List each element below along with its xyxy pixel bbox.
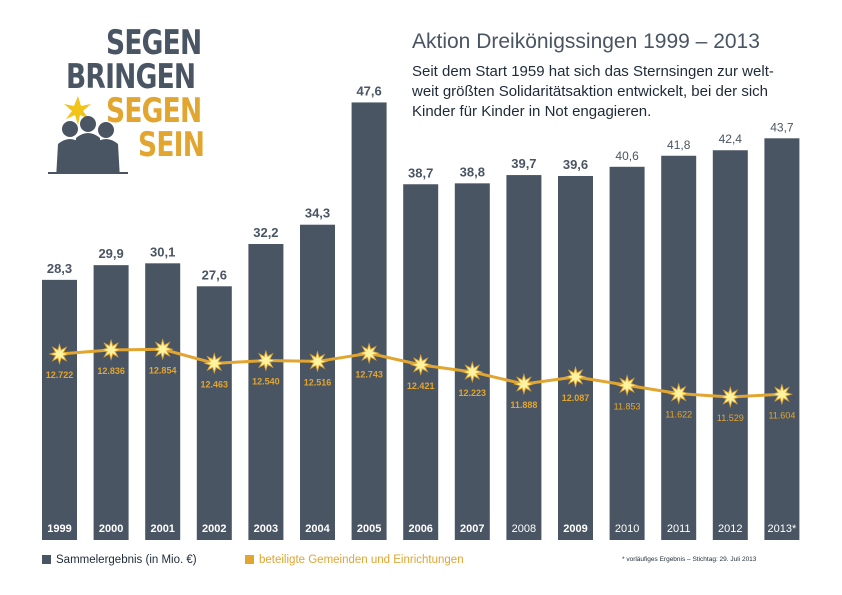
bar-value-label: 30,1 bbox=[150, 244, 175, 259]
line-value-label: 12.743 bbox=[355, 369, 383, 379]
subtitle-line: Seit dem Start 1959 hat sich das Sternsi… bbox=[412, 63, 774, 80]
subtitle-line: weit größten Solidaritätsaktion entwicke… bbox=[412, 83, 769, 100]
bar-value-label: 43,7 bbox=[770, 120, 794, 134]
bar bbox=[506, 175, 542, 541]
line-value-label: 12.087 bbox=[562, 393, 590, 403]
legend-bar: Sammelergebnis (in Mio. €) bbox=[42, 554, 197, 566]
line-value-label: 12.223 bbox=[459, 388, 487, 398]
line-value-label: 11.622 bbox=[665, 410, 692, 420]
line-value-label: 11.853 bbox=[614, 401, 641, 411]
line-value-label: 12.854 bbox=[149, 365, 177, 375]
bar-value-label: 29,9 bbox=[98, 246, 123, 261]
line-point-star-core bbox=[670, 385, 687, 402]
logo-line-2: BRINGEN bbox=[66, 57, 196, 97]
line-point-star-core bbox=[412, 356, 429, 373]
line-value-label: 12.540 bbox=[252, 377, 280, 387]
line-point-star-core bbox=[567, 368, 584, 385]
x-tick-label: 2005 bbox=[357, 523, 381, 535]
logo-kings-icon bbox=[48, 96, 128, 174]
x-tick-label: 2010 bbox=[615, 523, 639, 535]
bar bbox=[42, 279, 77, 540]
x-tick-label: 1999 bbox=[47, 523, 71, 535]
bar-value-label: 39,6 bbox=[563, 157, 588, 172]
x-tick-label: 2012 bbox=[718, 523, 742, 535]
bar-value-label: 28,3 bbox=[47, 261, 72, 276]
bar-value-label: 38,7 bbox=[408, 165, 433, 180]
line-point-star-core bbox=[206, 355, 223, 372]
bar-value-label: 34,3 bbox=[305, 206, 330, 221]
line-point-star-core bbox=[464, 364, 481, 380]
bar bbox=[145, 263, 181, 540]
logo-line-1: SEGEN bbox=[106, 23, 202, 63]
bar bbox=[609, 166, 645, 541]
chart-title: Aktion Dreikönigssingen 1999 – 2013 bbox=[412, 30, 760, 53]
bar-value-label: 38,8 bbox=[460, 164, 485, 179]
x-tick-label: 2008 bbox=[512, 523, 536, 535]
bar-value-label: 27,6 bbox=[202, 267, 227, 282]
legend-line-label: beteiligte Gemeinden und Einrichtungen bbox=[259, 554, 464, 566]
bar-value-label: 32,2 bbox=[253, 225, 278, 240]
line-point-star-core bbox=[361, 345, 378, 362]
line-point-star-core bbox=[773, 386, 790, 403]
logo-line-4: SEIN bbox=[138, 125, 205, 165]
bar-value-label: 42,4 bbox=[719, 132, 743, 146]
legend-bar-label: Sammelergebnis (in Mio. €) bbox=[56, 554, 197, 566]
legend-line-swatch bbox=[245, 555, 254, 564]
bar bbox=[764, 138, 800, 541]
bar bbox=[351, 102, 387, 540]
footnote: * vorläufiges Ergebnis – Stichtag: 29. J… bbox=[622, 556, 757, 563]
bar-value-label: 40,6 bbox=[615, 149, 639, 163]
bar bbox=[196, 286, 232, 540]
bar bbox=[558, 175, 593, 540]
line-value-label: 12.836 bbox=[97, 366, 125, 376]
line-value-label: 11.888 bbox=[510, 400, 537, 410]
line-point-star-core bbox=[722, 389, 739, 405]
x-tick-label: 2007 bbox=[460, 523, 484, 535]
bar bbox=[300, 224, 335, 540]
line-value-label: 11.529 bbox=[717, 413, 744, 423]
line-point-star-core bbox=[51, 346, 68, 362]
line-point-star-core bbox=[257, 352, 274, 369]
subtitle-line: Kinder für Kinder in Not engagieren. bbox=[412, 103, 652, 120]
logo-line-3: SEGEN bbox=[106, 91, 202, 131]
line-value-label: 12.421 bbox=[407, 381, 435, 391]
x-tick-label: 2009 bbox=[563, 523, 587, 535]
line-point-star-core bbox=[309, 353, 326, 370]
bar bbox=[93, 265, 129, 540]
bar bbox=[712, 150, 748, 540]
x-tick-label: 2013* bbox=[768, 523, 797, 535]
line-value-label: 12.722 bbox=[46, 370, 74, 380]
line-point-star-core bbox=[515, 376, 532, 392]
chart-subtitle: Seit dem Start 1959 hat sich das Sternsi… bbox=[412, 62, 802, 122]
logo-star-icon bbox=[64, 96, 91, 125]
x-tick-label: 2003 bbox=[254, 523, 278, 535]
line-value-label: 11.604 bbox=[768, 410, 795, 420]
x-tick-label: 2000 bbox=[99, 523, 123, 535]
legend-line: beteiligte Gemeinden und Einrichtungen bbox=[245, 554, 464, 566]
line-value-label: 12.463 bbox=[201, 379, 229, 389]
bar bbox=[248, 244, 284, 540]
x-tick-label: 2004 bbox=[305, 523, 330, 535]
x-tick-label: 2011 bbox=[667, 523, 691, 535]
x-tick-label: 2001 bbox=[150, 523, 174, 535]
line-point-star-core bbox=[154, 341, 171, 358]
line-point-star-core bbox=[103, 341, 120, 358]
line-point-star-core bbox=[619, 377, 636, 394]
x-tick-label: 2002 bbox=[202, 523, 226, 535]
bar bbox=[661, 155, 697, 540]
x-tick-label: 2006 bbox=[408, 523, 432, 535]
bar-value-label: 41,8 bbox=[667, 138, 691, 152]
line-value-label: 12.516 bbox=[304, 377, 332, 387]
logo: SEGEN BRINGEN SEGEN SEIN bbox=[42, 22, 222, 182]
legend-bar-swatch bbox=[42, 555, 51, 564]
bar-value-label: 39,7 bbox=[511, 156, 536, 171]
bar-value-label: 47,6 bbox=[356, 83, 381, 98]
